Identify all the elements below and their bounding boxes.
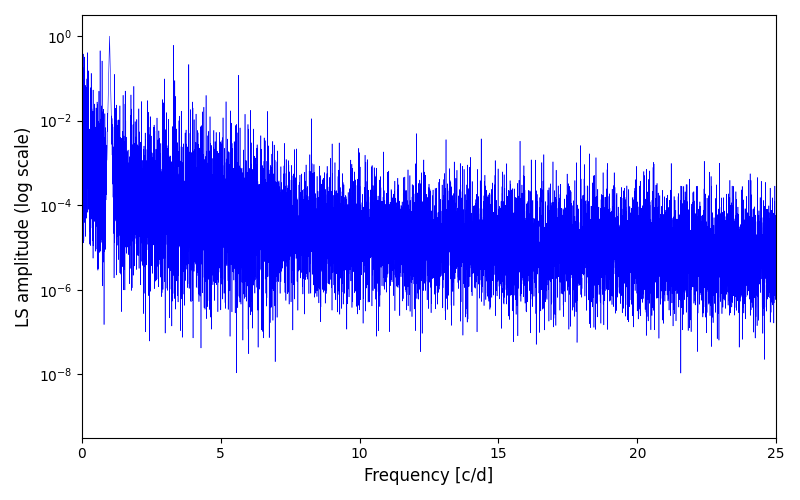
X-axis label: Frequency [c/d]: Frequency [c/d] bbox=[364, 467, 494, 485]
Y-axis label: LS amplitude (log scale): LS amplitude (log scale) bbox=[15, 126, 33, 326]
